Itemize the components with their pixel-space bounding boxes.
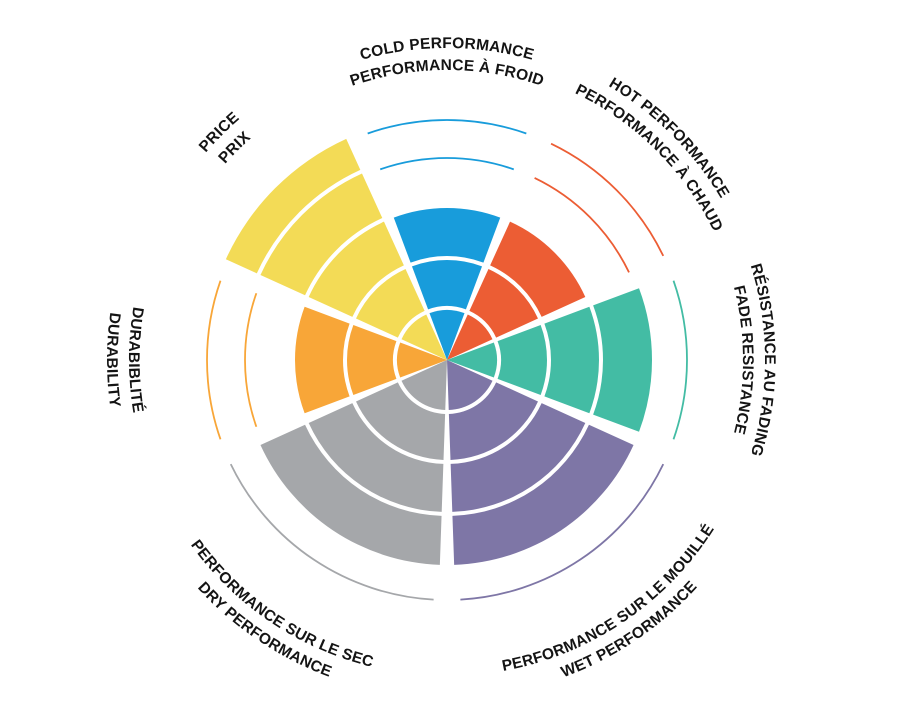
- wedge-cold-performance-level-1[interactable]: [429, 310, 465, 360]
- wedge-durability-level-3[interactable]: [295, 306, 350, 414]
- wedge-price-level-4[interactable]: [260, 173, 383, 296]
- outline-arc-wet-performance-level-5: [460, 463, 665, 601]
- durability-label-line2: DURABILITY: [103, 312, 123, 409]
- wedge-dry-performance-level-4[interactable]: [260, 424, 442, 565]
- wedge-cold-performance-level-3[interactable]: [393, 208, 501, 263]
- durability-label-line1: DURABIBLITÉ: [125, 306, 146, 414]
- wedge-group: [225, 138, 652, 565]
- outline-arc-fade-resistance-level-5: [672, 280, 688, 440]
- cold-performance-label-line2: PERFORMANCE À FROID: [348, 57, 546, 90]
- wedge-hot-performance-level-2[interactable]: [469, 269, 538, 338]
- outline-arc-durability-level-4: [244, 292, 258, 428]
- wedge-price-level-1[interactable]: [401, 314, 447, 360]
- wedge-wet-performance-level-1[interactable]: [447, 360, 493, 410]
- wedge-hot-performance-level-3[interactable]: [490, 221, 586, 317]
- wedge-cold-performance-level-2[interactable]: [411, 260, 483, 310]
- wedge-durability-level-1[interactable]: [396, 342, 447, 378]
- hot-performance-label-line1: HOT PERFORMANCE: [606, 75, 732, 201]
- wedge-price-level-2[interactable]: [356, 269, 425, 338]
- fade-resistance-label-line2: FADE RESISTANCE: [730, 284, 756, 436]
- wedge-fade-resistance-level-4[interactable]: [593, 288, 652, 432]
- wedge-wet-performance-level-3[interactable]: [450, 403, 586, 512]
- wedge-wet-performance-level-4[interactable]: [452, 424, 634, 565]
- wedge-fade-resistance-level-1[interactable]: [447, 342, 498, 378]
- outline-arc-hot-performance-level-5: [550, 142, 665, 257]
- outline-arc-dry-performance-level-5: [229, 463, 434, 601]
- dry-performance-label-line2: DRY PERFORMANCE: [194, 579, 334, 681]
- wedge-dry-performance-level-2[interactable]: [356, 382, 446, 460]
- outline-arc-group: [206, 119, 688, 601]
- wedge-hot-performance-level-1[interactable]: [447, 314, 493, 360]
- wedge-durability-level-2[interactable]: [346, 324, 397, 396]
- wedge-fade-resistance-level-2[interactable]: [497, 324, 547, 396]
- wedge-fade-resistance-level-3[interactable]: [544, 306, 599, 414]
- wedge-dry-performance-level-1[interactable]: [401, 360, 447, 410]
- outline-arc-cold-performance-level-5: [367, 119, 527, 135]
- wet-performance-label-line2: WET PERFORMANCE: [559, 578, 701, 681]
- wedge-price-level-3[interactable]: [308, 221, 404, 317]
- outline-arc-durability-level-5: [206, 280, 222, 440]
- wedge-wet-performance-level-2[interactable]: [448, 382, 538, 460]
- outline-arc-cold-performance-level-4: [379, 157, 515, 171]
- wedge-price-level-5[interactable]: [225, 138, 361, 274]
- wedge-dry-performance-level-3[interactable]: [308, 403, 444, 512]
- outline-arc-hot-performance-level-4: [534, 177, 630, 273]
